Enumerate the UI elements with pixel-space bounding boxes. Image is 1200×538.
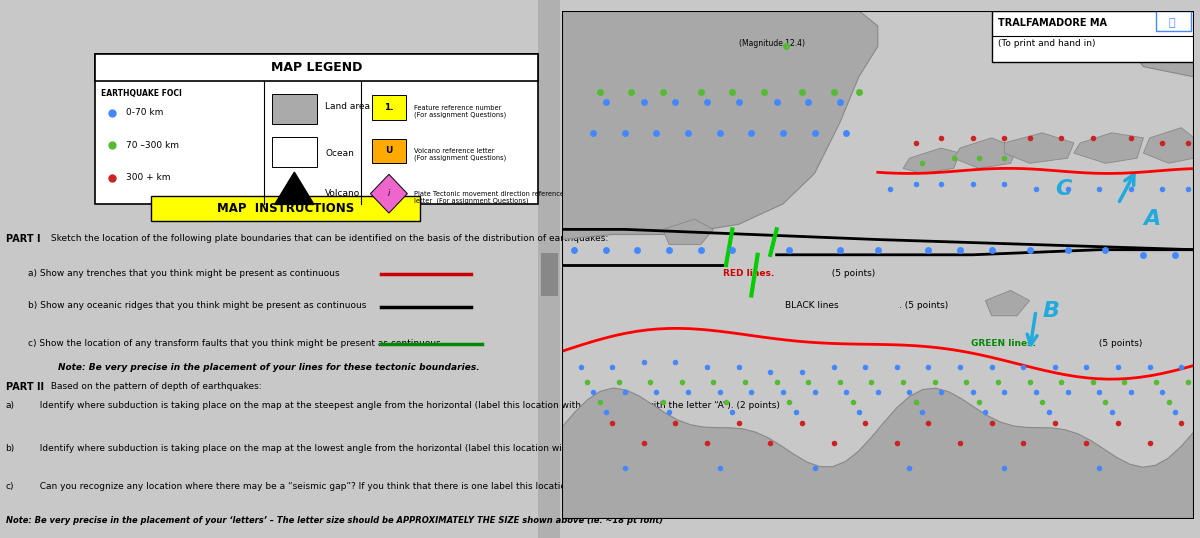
- Text: GREEN lines.: GREEN lines.: [972, 339, 1037, 348]
- Bar: [372, 96, 406, 120]
- Text: Volcano: Volcano: [325, 189, 360, 198]
- Text: Land area: Land area: [325, 102, 370, 111]
- Text: MAP  INSTRUCTIONS: MAP INSTRUCTIONS: [217, 202, 354, 215]
- Text: Identify where subduction is taking place on the map at the lowest angle from th: Identify where subduction is taking plac…: [34, 444, 772, 453]
- Bar: [991, 11, 1194, 62]
- Polygon shape: [1099, 11, 1194, 77]
- Text: Sketch the location of the following plate boundaries that can be identified on : Sketch the location of the following pla…: [48, 234, 608, 243]
- Text: (5 points): (5 points): [827, 269, 876, 278]
- Text: Can you recognize any location where there may be a “seismic gap”? If you think : Can you recognize any location where the…: [34, 482, 791, 491]
- Bar: [272, 94, 317, 124]
- Bar: [272, 137, 317, 167]
- Text: A: A: [1144, 209, 1160, 229]
- Polygon shape: [275, 172, 314, 204]
- Text: Note: Be very precise in the placement of your lines for these tectonic boundari: Note: Be very precise in the placement o…: [58, 363, 480, 372]
- Text: 70 –300 km: 70 –300 km: [126, 141, 179, 150]
- Text: Identify where subduction is taking place on the map at the steepest angle from : Identify where subduction is taking plac…: [34, 401, 780, 410]
- Text: EARTHQUAKE FOCI: EARTHQUAKE FOCI: [101, 89, 181, 98]
- Polygon shape: [562, 11, 878, 239]
- Text: B: B: [1043, 301, 1060, 321]
- Text: PART II: PART II: [6, 382, 43, 392]
- Bar: [541, 253, 558, 296]
- Text: a): a): [6, 401, 14, 410]
- Polygon shape: [1144, 128, 1194, 164]
- Text: Volcano reference letter
(For assignment Questions): Volcano reference letter (For assignment…: [414, 148, 506, 161]
- Text: b): b): [6, 444, 14, 453]
- Polygon shape: [1004, 133, 1074, 164]
- Text: i: i: [388, 189, 390, 198]
- Polygon shape: [662, 219, 713, 245]
- Text: C: C: [1055, 179, 1072, 199]
- Text: (5 points): (5 points): [1096, 339, 1142, 348]
- Text: c) Show the location of any transform faults that you think might be present as : c) Show the location of any transform fa…: [28, 339, 444, 348]
- Text: 300 + km: 300 + km: [126, 173, 170, 182]
- Text: c): c): [6, 482, 14, 491]
- Text: 0-70 km: 0-70 km: [126, 109, 163, 117]
- Polygon shape: [904, 148, 960, 173]
- Text: Plate Tectonic movement direction reference
letter  (For assignment Questions): Plate Tectonic movement direction refere…: [414, 191, 564, 204]
- Text: (To print and hand in): (To print and hand in): [998, 39, 1096, 48]
- Bar: [95, 54, 538, 204]
- Polygon shape: [562, 388, 1194, 519]
- Polygon shape: [371, 174, 408, 213]
- Bar: [1156, 11, 1190, 31]
- Bar: [95, 54, 538, 81]
- Text: ⎙: ⎙: [1169, 18, 1175, 29]
- Text: a) Show any trenches that you think might be present as continuous: a) Show any trenches that you think migh…: [28, 269, 342, 278]
- Bar: [151, 196, 420, 221]
- Text: MAP LEGEND: MAP LEGEND: [271, 61, 362, 74]
- Text: . (5 points): . (5 points): [899, 301, 948, 310]
- Text: b) Show any oceanic ridges that you think might be present as continuous: b) Show any oceanic ridges that you thin…: [28, 301, 370, 310]
- Text: BLACK lines: BLACK lines: [785, 301, 839, 310]
- Text: Based on the pattern of depth of earthquakes:: Based on the pattern of depth of earthqu…: [48, 382, 262, 391]
- Bar: [538, 0, 560, 538]
- Text: Feature reference number
(For assignment Questions): Feature reference number (For assignment…: [414, 105, 506, 118]
- Text: (Magnitude 12.4): (Magnitude 12.4): [739, 39, 805, 48]
- Text: Ocean: Ocean: [325, 149, 354, 158]
- Polygon shape: [1074, 133, 1144, 164]
- Text: PART I: PART I: [6, 234, 40, 244]
- Text: 1.: 1.: [384, 103, 394, 112]
- Bar: [372, 139, 406, 162]
- Polygon shape: [985, 291, 1030, 316]
- Text: Note: Be very precise in the placement of your ‘letters’ – The letter size shoul: Note: Be very precise in the placement o…: [6, 516, 662, 526]
- Text: RED lines.: RED lines.: [722, 269, 774, 278]
- Text: TRALFAMADORE MA: TRALFAMADORE MA: [998, 18, 1106, 29]
- Text: U: U: [385, 146, 392, 155]
- Polygon shape: [954, 138, 1016, 168]
